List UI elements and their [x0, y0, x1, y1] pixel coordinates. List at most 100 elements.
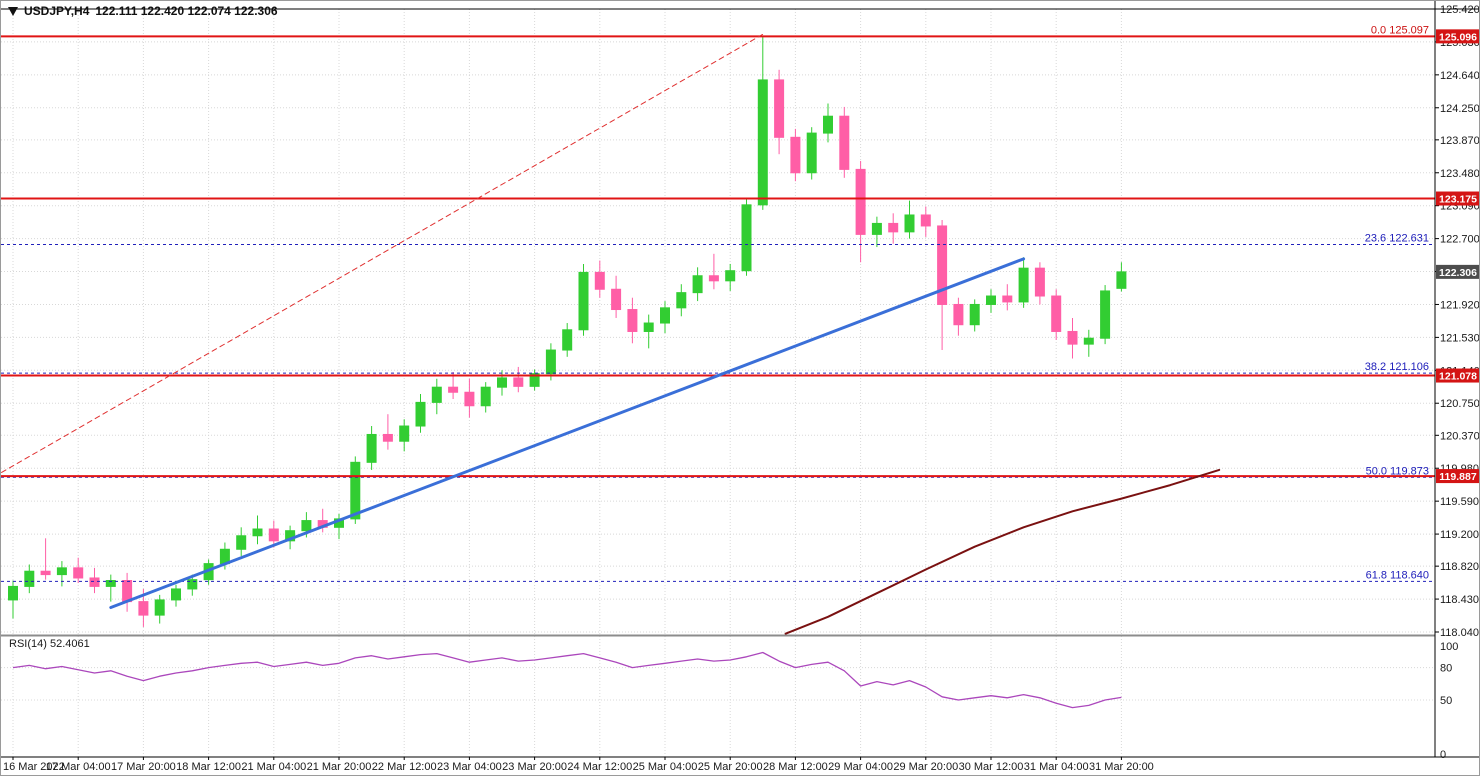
fib-level-label: 23.6 122.631: [1365, 232, 1429, 244]
candle-body: [937, 225, 948, 305]
candle: [725, 263, 736, 291]
candle-body: [497, 377, 507, 388]
price-tag-label: 125.096: [1439, 31, 1477, 43]
candle-body: [1018, 267, 1029, 303]
candle: [1002, 284, 1013, 311]
time-axis-label: 29 Mar 20:00: [893, 761, 958, 773]
candle: [105, 574, 116, 602]
candle: [937, 220, 948, 351]
chart-title: USDJPY,H4 122.111 122.420 122.074 122.30…: [8, 4, 278, 18]
candle: [660, 301, 670, 334]
candle-body: [1116, 271, 1127, 289]
candle: [8, 580, 18, 619]
candle-body: [350, 461, 361, 520]
time-axis-label: 16 Mar 2022: [3, 761, 65, 773]
price-axis-label: 118.820: [1440, 561, 1479, 573]
candle-body: [366, 433, 377, 463]
rsi-scale-label: 100: [1440, 641, 1458, 653]
candle-body: [757, 79, 768, 206]
candle-body: [513, 377, 524, 387]
candle-body: [676, 292, 687, 309]
symbol-timeframe-label: USDJPY,H4: [24, 4, 90, 18]
candle: [480, 382, 491, 413]
candle-body: [56, 567, 67, 576]
candle-body: [708, 275, 719, 282]
level-price-tag: 119.887: [1436, 469, 1479, 484]
candle: [757, 36, 768, 210]
candle: [627, 297, 638, 344]
current-price-tag: 122.306: [1436, 264, 1479, 279]
candle: [40, 538, 51, 580]
candle: [904, 200, 915, 239]
price-axis-label: 123.870: [1440, 135, 1480, 147]
price-axis-label: 118.040: [1440, 627, 1479, 639]
time-axis-label: 23 Mar 04:00: [437, 761, 502, 773]
candle-body: [464, 391, 475, 407]
candle-body: [611, 288, 622, 311]
price-tag-box: [1436, 469, 1479, 484]
candle-body: [643, 322, 654, 332]
candle: [56, 561, 67, 587]
level-price-tag: 123.175: [1436, 191, 1479, 206]
candle-body: [806, 132, 817, 174]
long-term-curved-trendline[interactable]: [784, 468, 1221, 635]
candle-body: [24, 570, 35, 587]
price-axis-label: 123.480: [1440, 168, 1480, 180]
candle-body: [1083, 337, 1094, 345]
candle-body: [138, 601, 149, 616]
candle: [1051, 289, 1062, 340]
candle-body: [187, 579, 198, 590]
one-click-trading-icon[interactable]: [8, 6, 18, 16]
rsi-scale-label: 50: [1440, 695, 1452, 707]
rsi-scale-label: 80: [1440, 663, 1452, 675]
rsi-line: [12, 651, 1122, 709]
candle: [1116, 262, 1127, 292]
candle-body: [448, 386, 459, 393]
candle-body: [1100, 290, 1111, 339]
price-axis-label: 124.250: [1440, 103, 1480, 115]
candle: [415, 393, 426, 433]
candle: [154, 594, 165, 624]
candle-body: [1051, 295, 1062, 332]
price-tag-box: [1436, 29, 1479, 44]
candle: [611, 275, 622, 318]
candle: [236, 527, 247, 557]
candle-body: [529, 373, 540, 387]
ascending-dashed-channel-line[interactable]: [1, 33, 764, 473]
candle: [562, 323, 573, 357]
time-axis-label: 17 Mar 20:00: [111, 761, 176, 773]
candle-body: [562, 329, 573, 351]
candle: [823, 103, 833, 143]
candle-body: [823, 115, 833, 134]
candle-body: [888, 222, 899, 233]
candle-body: [774, 79, 785, 138]
candle: [399, 419, 410, 452]
candle: [497, 370, 507, 396]
price-tag-label: 122.306: [1439, 267, 1477, 279]
candle-body: [741, 204, 752, 272]
candle: [187, 574, 198, 596]
candle: [578, 263, 589, 336]
candle: [464, 378, 475, 418]
price-tag-label: 119.887: [1439, 471, 1477, 483]
ascending-support-trendline[interactable]: [109, 257, 1026, 610]
time-axis-label: 28 Mar 12:00: [763, 761, 828, 773]
time-axis-label: 30 Mar 12:00: [959, 761, 1024, 773]
candle: [529, 369, 540, 391]
candle-body: [790, 136, 801, 174]
candle-body: [594, 271, 605, 290]
candle-body: [1002, 295, 1013, 303]
price-grid: 125.420125.030124.640124.250123.870123.4…: [1, 4, 1480, 639]
candle: [953, 297, 964, 336]
time-axis-label: 18 Mar 12:00: [176, 761, 241, 773]
candle: [692, 267, 703, 302]
candle: [888, 213, 899, 244]
candle: [806, 127, 817, 180]
candle-body: [122, 580, 133, 603]
candle-body: [399, 425, 410, 442]
candlestick-series: [8, 36, 1127, 627]
